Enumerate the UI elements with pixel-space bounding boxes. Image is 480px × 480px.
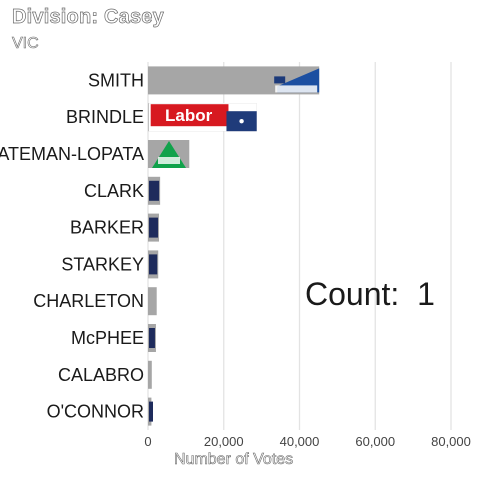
count-label: Count:	[305, 276, 400, 312]
category-label: BARKER	[70, 218, 144, 238]
category-label: CALABRO	[58, 365, 144, 385]
x-tick-label: 0	[144, 434, 151, 449]
x-tick-label: 20,000	[204, 434, 244, 449]
greens-wordmark	[158, 157, 180, 164]
greens-logo	[152, 141, 186, 168]
category-label: CLARK	[84, 181, 144, 201]
category-label: STARKEY	[61, 254, 144, 274]
count-value: 1	[417, 276, 435, 312]
party-logo-icon	[149, 180, 160, 201]
chart-subtitle: VIC	[12, 35, 39, 53]
liberal-wordmark	[275, 85, 318, 93]
category-label: CHARLETON	[33, 291, 144, 311]
party-logo-icon	[149, 217, 158, 238]
category-label: O'CONNOR	[47, 402, 144, 422]
labor-logo-red	[150, 104, 229, 127]
category-label: SMITH	[88, 70, 144, 90]
x-tick-label: 80,000	[431, 434, 471, 449]
x-axis-label: Number of Votes	[174, 451, 294, 469]
party-logo-icon	[149, 401, 153, 422]
bar	[148, 287, 157, 316]
bar	[148, 360, 152, 389]
count-annotation: Count: 1	[305, 276, 435, 313]
party-logo-icon	[149, 254, 158, 275]
flag-icon	[274, 76, 286, 84]
category-label: BATEMAN-LOPATA	[0, 144, 144, 164]
x-tick-label: 40,000	[280, 434, 320, 449]
category-label: BRINDLE	[66, 107, 144, 127]
chart-title: Division: Casey	[12, 6, 164, 29]
category-label: McPHEE	[71, 328, 144, 348]
labor-logo-text: Labor	[165, 106, 213, 125]
star-icon	[239, 119, 244, 124]
party-logo-icon	[149, 328, 155, 348]
labor-logo: Labor	[148, 103, 257, 132]
x-tick-label: 60,000	[355, 434, 395, 449]
liberal-logo	[274, 68, 320, 93]
